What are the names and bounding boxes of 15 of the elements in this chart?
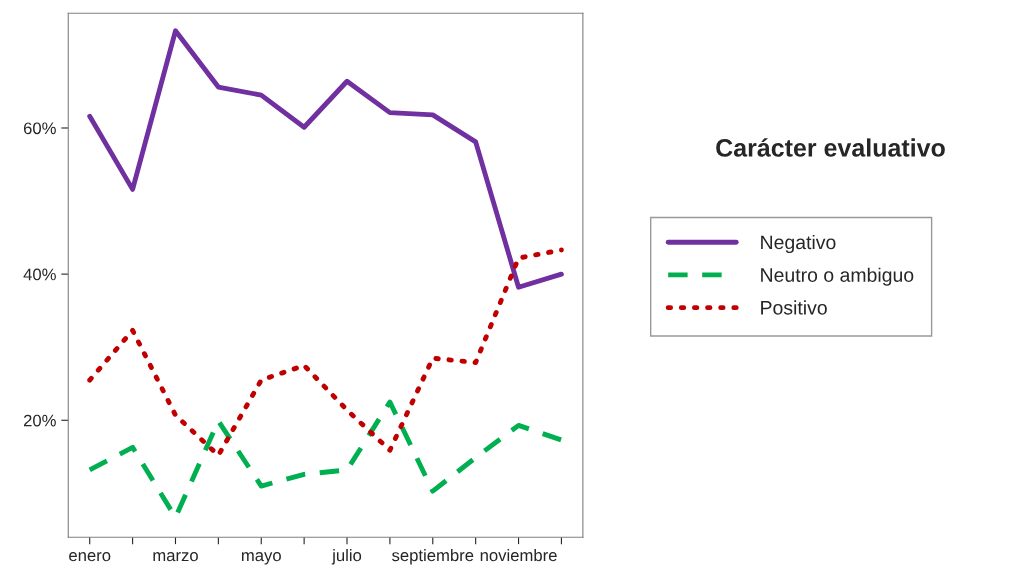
x-tick-label: marzo — [153, 552, 198, 562]
legend-label: Negativo — [761, 234, 836, 254]
x-tick-label: septiembre — [392, 548, 474, 565]
legend-label: Positivo — [761, 300, 827, 315]
x-tick-label: mayo — [241, 552, 281, 565]
legend-title: Carácter evaluativo — [716, 138, 945, 157]
y-tick-label: 20% — [23, 414, 56, 427]
x-tick-label: julio — [331, 548, 362, 565]
x-tick-label: noviembre — [480, 548, 557, 562]
line-series — [87, 28, 564, 290]
y-tick-label: 60% — [23, 122, 56, 135]
legend-label: Neutro o ambiguo — [761, 267, 914, 286]
line-series — [87, 247, 564, 458]
x-tick-label: enero — [69, 552, 111, 562]
y-tick-label: 40% — [23, 268, 56, 281]
